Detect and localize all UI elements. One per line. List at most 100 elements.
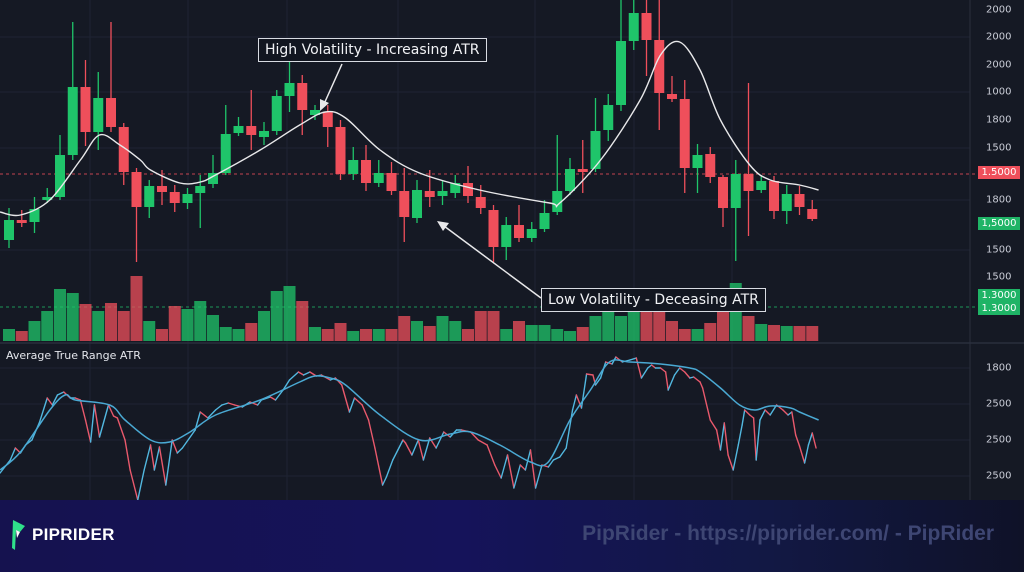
price-axis-label: 2000 [986, 4, 1012, 16]
atr-segment [787, 411, 793, 416]
atr-segment [719, 422, 725, 451]
volume-bar [117, 311, 130, 341]
volume-bar [15, 331, 28, 341]
atr-segment [529, 449, 537, 489]
piprider-logo-icon [12, 520, 25, 550]
atr-segment [84, 419, 92, 443]
atr-segment [417, 439, 425, 461]
atr-segment [297, 371, 305, 376]
atr-segment [367, 419, 376, 449]
atr-segment [341, 384, 351, 413]
volume-bar [130, 276, 143, 341]
atr-segment [811, 432, 817, 449]
candle-body [157, 186, 167, 192]
atr-segment [361, 404, 370, 421]
candle-body [348, 160, 359, 174]
volume-bar [105, 303, 117, 341]
candles [4, 0, 818, 262]
atr-segment [199, 411, 209, 419]
atr-segment [422, 437, 431, 461]
last-price-badge: 1.5000 [978, 166, 1020, 179]
atr-segment [715, 429, 722, 451]
candle-body [335, 127, 346, 174]
atr-segment [435, 431, 445, 449]
volume-bar [768, 325, 780, 341]
volume-bar [666, 321, 678, 341]
piprider-logo[interactable]: PIPRIDER [10, 518, 115, 552]
volume-bar [168, 306, 181, 341]
volume-bar [321, 329, 334, 341]
price-axis-label: 1500 [986, 271, 1012, 283]
atr-segment [692, 376, 701, 383]
volume-bar [551, 329, 564, 341]
atr-segment [723, 422, 729, 456]
volume-bar [283, 286, 296, 341]
volume-bar [219, 327, 232, 341]
candle-body [718, 177, 728, 208]
annotation-arrows [320, 63, 542, 299]
atr-segment [673, 367, 681, 376]
candle-body [361, 160, 371, 183]
volume-bar [347, 331, 360, 341]
atr-segment [699, 381, 704, 389]
atr-axis-label: 2500 [986, 434, 1012, 446]
volume-bar [423, 326, 436, 341]
atr-segment [506, 454, 515, 489]
atr-segment [709, 419, 718, 431]
price-axis-label: 1500 [986, 244, 1012, 256]
candle-body [4, 220, 14, 240]
atr-segment [513, 464, 521, 489]
atr-segment [500, 454, 509, 479]
candle-body [807, 209, 818, 219]
atr-segment [640, 367, 649, 379]
atr-segment [392, 449, 399, 461]
atr-segment [288, 371, 300, 381]
candle-body [169, 192, 180, 203]
arrowhead-low [437, 221, 449, 231]
atr-segment [282, 379, 291, 391]
candle-body [297, 83, 308, 110]
atr-segment [575, 394, 583, 409]
candle-body [552, 191, 563, 212]
price-axis-label: 1800 [986, 114, 1012, 126]
atr-segment [749, 414, 755, 419]
volume-bar [462, 329, 474, 341]
candle-body [67, 87, 78, 155]
volume-bar [309, 327, 321, 341]
atr-segment [803, 444, 810, 464]
volume-bar [755, 324, 768, 341]
volume-bars [3, 276, 819, 341]
candle-body [80, 87, 91, 132]
trading-chart [0, 0, 1024, 500]
logo-text: PIPRIDER [32, 525, 115, 544]
annotation-high-volatility: High Volatility - Increasing ATR [258, 38, 487, 62]
candle-body [246, 126, 257, 135]
candle-body [93, 98, 104, 132]
candle-body [501, 225, 512, 247]
candle-body [144, 186, 155, 207]
atr-segment [737, 424, 743, 446]
candle-body [679, 99, 690, 168]
volume-bar [66, 293, 79, 341]
volume-bar [602, 308, 615, 341]
volume-bar [513, 321, 525, 341]
atr-segment [782, 409, 789, 416]
volume-bar [270, 291, 283, 341]
volume-badge-2: 1.3000 [978, 302, 1020, 315]
atr-segment [571, 394, 578, 411]
volume-bar [704, 323, 717, 341]
atr-segment [519, 464, 527, 471]
candle-body [641, 13, 652, 40]
atr-segment [98, 404, 110, 438]
volume-bar [653, 311, 666, 341]
atr-pane-title: Average True Range ATR [6, 349, 141, 362]
atr-segment [534, 464, 543, 489]
volume-bar [615, 316, 627, 341]
atr-segment [381, 476, 388, 486]
candle-body [743, 174, 754, 191]
price-axis-label: 2000 [986, 59, 1012, 71]
volume-bar [372, 329, 385, 341]
atr-segment [51, 394, 59, 406]
footer-banner: PIPRIDER PipRider - https://piprider.com… [0, 500, 1024, 572]
candle-body [692, 155, 703, 168]
